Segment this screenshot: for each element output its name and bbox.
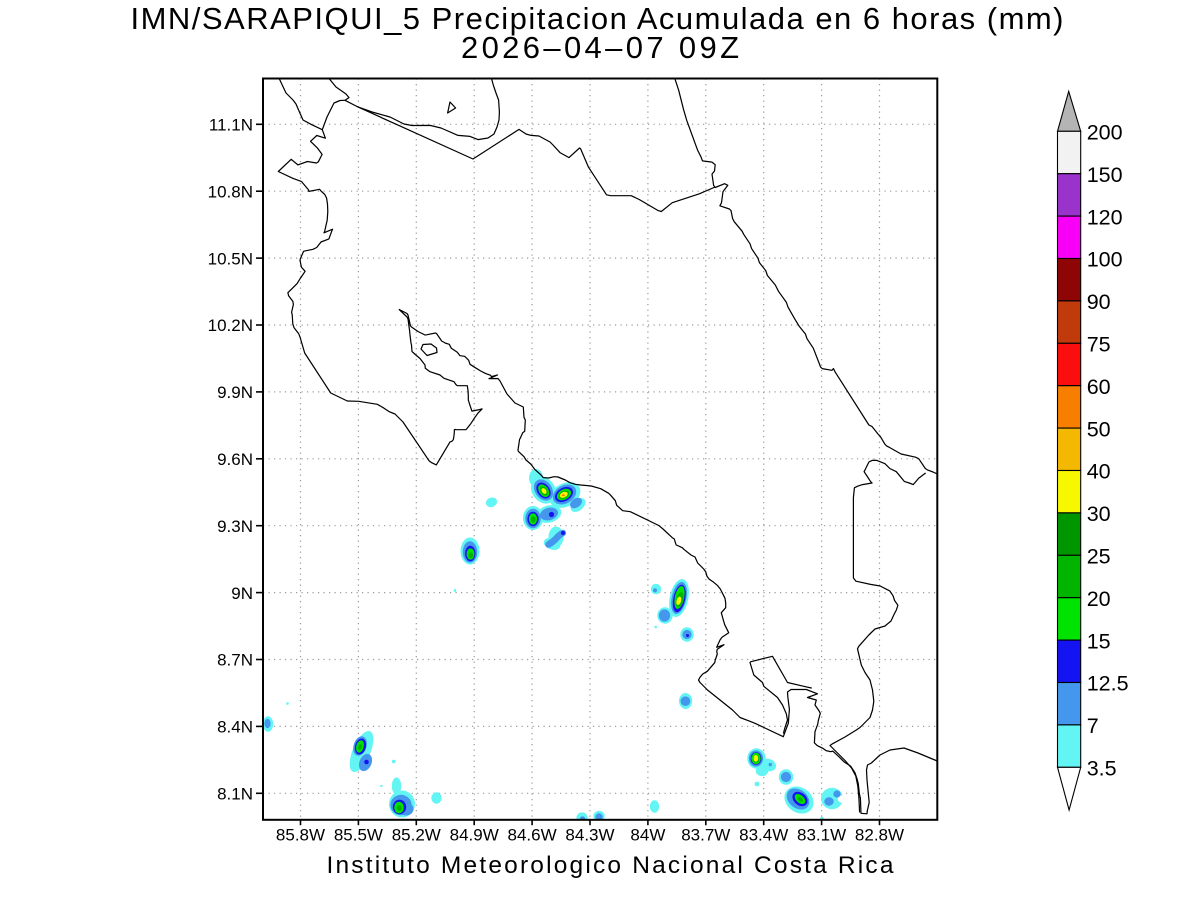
svg-text:83.4W: 83.4W (739, 826, 788, 845)
svg-text:25: 25 (1087, 545, 1111, 569)
svg-text:10.8N: 10.8N (208, 183, 253, 202)
svg-text:83.1W: 83.1W (797, 826, 846, 845)
svg-text:90: 90 (1087, 290, 1111, 314)
svg-text:84.9W: 84.9W (450, 826, 499, 845)
svg-text:20: 20 (1087, 587, 1111, 611)
svg-text:7: 7 (1087, 714, 1099, 738)
svg-text:82.8W: 82.8W (855, 826, 904, 845)
svg-text:60: 60 (1087, 375, 1111, 399)
svg-text:150: 150 (1087, 163, 1123, 187)
svg-text:85.5W: 85.5W (334, 826, 383, 845)
svg-text:200: 200 (1087, 121, 1123, 145)
svg-text:3.5: 3.5 (1087, 757, 1117, 781)
svg-text:85.2W: 85.2W (392, 826, 441, 845)
svg-text:10.2N: 10.2N (208, 316, 253, 335)
svg-text:100: 100 (1087, 248, 1123, 272)
svg-text:IMN/SARAPIQUI_5 Precipitacion: IMN/SARAPIQUI_5 Precipitacion Acumulada … (131, 1, 1064, 36)
svg-text:40: 40 (1087, 460, 1111, 484)
svg-text:84W: 84W (630, 826, 665, 845)
svg-text:10.5N: 10.5N (208, 250, 253, 269)
svg-text:83.7W: 83.7W (681, 826, 730, 845)
svg-text:9.3N: 9.3N (217, 517, 253, 536)
svg-text:30: 30 (1087, 502, 1111, 526)
svg-text:2026–04–07 09Z: 2026–04–07 09Z (461, 30, 739, 65)
svg-text:8.1N: 8.1N (217, 785, 253, 804)
svg-text:8.4N: 8.4N (217, 718, 253, 737)
svg-text:11.1N: 11.1N (209, 116, 253, 135)
svg-text:Instituto Meteorologico Nacion: Instituto Meteorologico Nacional Costa R… (327, 852, 894, 879)
svg-text:84.3W: 84.3W (565, 826, 614, 845)
svg-text:9.6N: 9.6N (217, 450, 253, 469)
svg-text:50: 50 (1087, 417, 1111, 441)
svg-text:8.7N: 8.7N (217, 651, 253, 670)
svg-text:120: 120 (1087, 205, 1123, 229)
svg-text:9.9N: 9.9N (217, 383, 253, 402)
svg-text:85.8W: 85.8W (276, 826, 325, 845)
svg-text:9N: 9N (231, 584, 253, 603)
svg-text:84.6W: 84.6W (508, 826, 557, 845)
svg-text:75: 75 (1087, 333, 1111, 357)
svg-text:12.5: 12.5 (1087, 672, 1129, 696)
svg-text:15: 15 (1087, 629, 1111, 653)
